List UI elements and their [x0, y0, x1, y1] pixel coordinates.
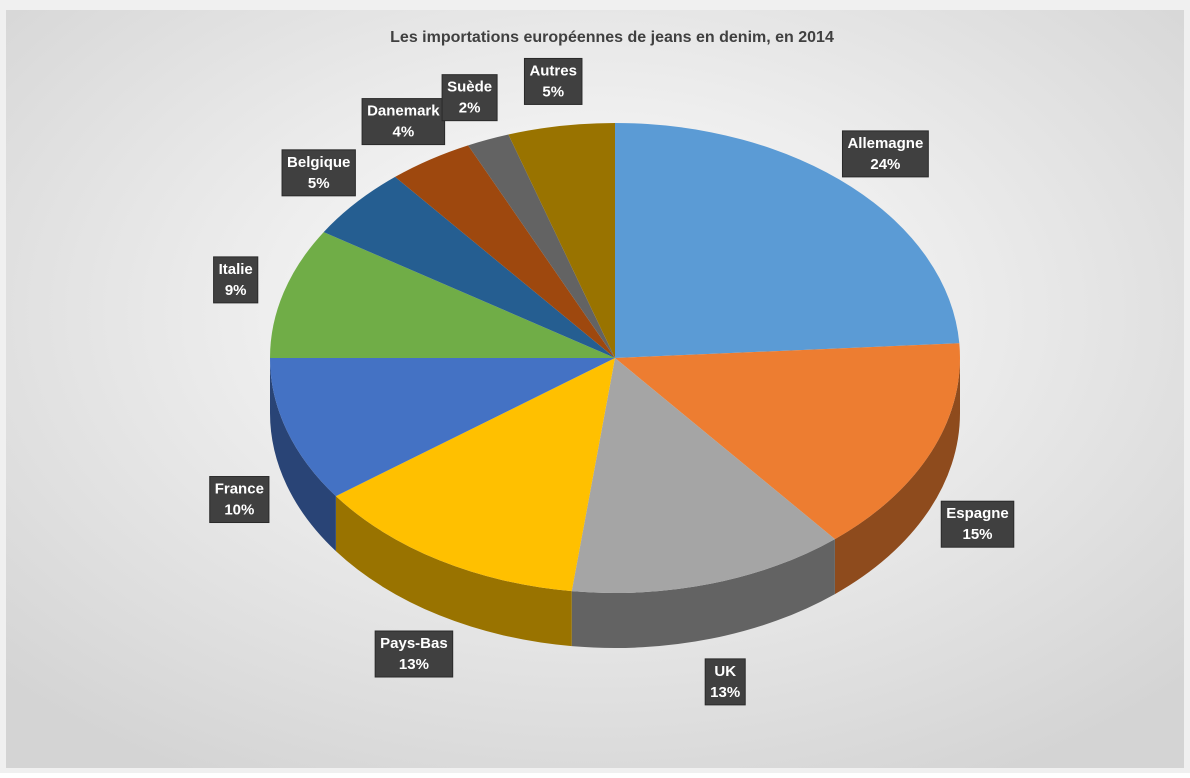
data-label: Autres 5% — [523, 57, 583, 105]
labels: Allemagne 24% Espagne 15% UK 13% Pays-Bas 13% Fr… — [209, 57, 1015, 706]
label-name: Belgique — [287, 154, 350, 171]
data-label: Pays-Bas 13% — [374, 630, 454, 678]
chart-title: Les importations européennes de jeans en… — [390, 29, 834, 46]
slice — [270, 358, 615, 497]
label-value: 13% — [399, 656, 429, 673]
slice-side — [335, 496, 572, 647]
slice — [395, 145, 615, 358]
slice — [468, 134, 615, 358]
pie-sides — [270, 358, 960, 649]
slice — [571, 358, 835, 593]
label-value: 5% — [308, 175, 330, 192]
slice — [323, 176, 615, 358]
label-box — [523, 57, 583, 105]
label-value: 4% — [393, 124, 415, 141]
data-label: Italie 9% — [213, 256, 259, 304]
data-label: Allemagne 24% — [841, 130, 929, 178]
label-box — [361, 98, 446, 146]
label-value: 24% — [870, 156, 900, 173]
label-box — [374, 630, 454, 678]
slice-side — [270, 358, 336, 552]
data-label: France 10% — [209, 476, 270, 524]
label-box — [209, 476, 270, 524]
label-box — [940, 500, 1015, 548]
label-name: Allemagne — [847, 135, 923, 152]
slice-side — [834, 358, 960, 595]
slice — [335, 358, 615, 592]
data-label: Suède 2% — [441, 74, 498, 122]
label-value: 2% — [459, 100, 481, 117]
label-value: 15% — [962, 526, 992, 543]
slice — [615, 343, 960, 540]
label-name: Danemark — [367, 103, 440, 120]
data-label: Belgique 5% — [281, 149, 356, 197]
label-name: Autres — [529, 62, 577, 79]
label-box — [841, 130, 929, 178]
data-label: Espagne 15% — [940, 500, 1015, 548]
label-name: Pays-Bas — [380, 635, 448, 652]
pie-tops — [270, 123, 960, 593]
label-name: Italie — [219, 261, 253, 278]
data-label: UK 13% — [704, 658, 746, 706]
label-name: UK — [714, 663, 736, 680]
label-box — [441, 74, 498, 122]
slice-side — [571, 539, 835, 649]
label-name: Espagne — [946, 505, 1009, 522]
data-label: Danemark 4% — [361, 98, 446, 146]
label-value: 5% — [542, 83, 564, 100]
label-name: Suède — [447, 79, 492, 96]
label-value: 10% — [224, 501, 254, 518]
label-name: France — [215, 480, 264, 497]
label-box — [704, 658, 746, 706]
slice — [615, 123, 960, 358]
label-box — [281, 149, 356, 197]
label-box — [213, 256, 259, 304]
label-value: 13% — [710, 684, 740, 701]
slice — [508, 123, 615, 358]
slice — [270, 232, 615, 358]
label-value: 9% — [225, 282, 247, 299]
